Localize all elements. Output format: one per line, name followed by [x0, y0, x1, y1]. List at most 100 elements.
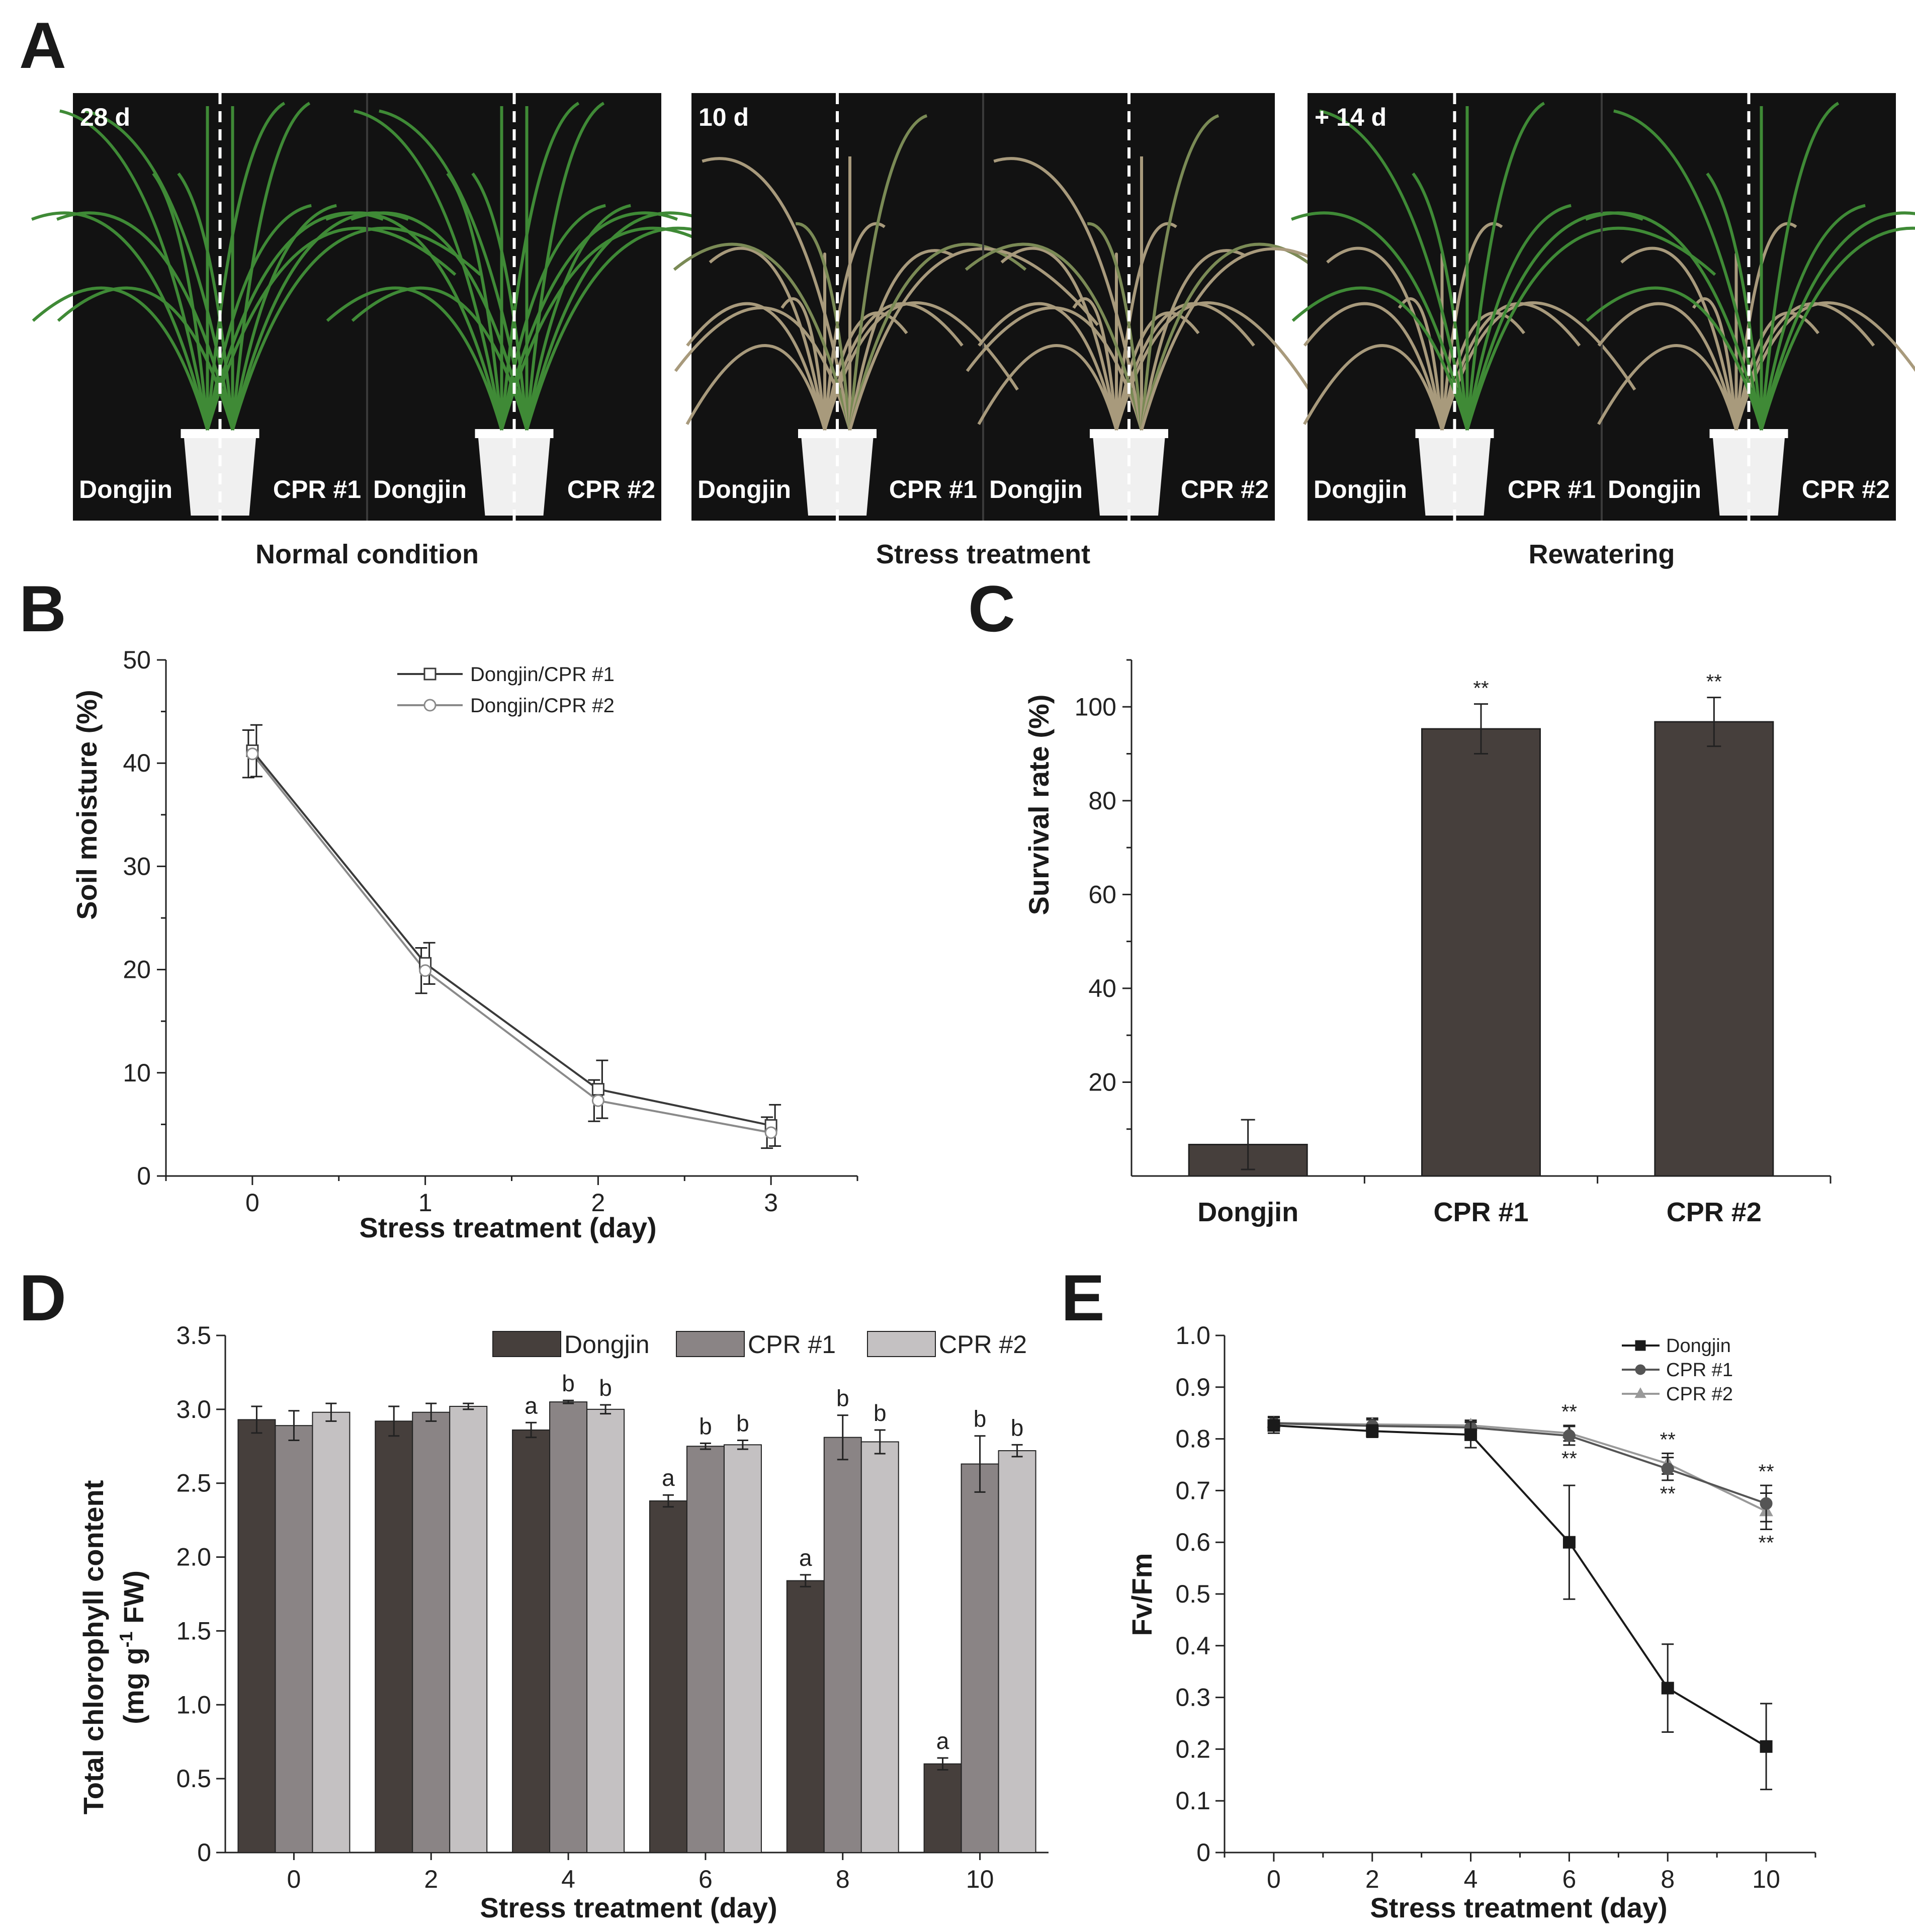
plant-leaf: [1000, 246, 1118, 431]
d-bar: [860, 1441, 899, 1854]
plant-leaf: [1140, 114, 1220, 431]
photo-label-line: CPR #2: [1802, 475, 1890, 503]
d-y-tick-label: 3.5: [176, 1321, 211, 1350]
plant-leaf: [325, 211, 503, 431]
c-bar: [1654, 721, 1774, 1177]
plant-leaf: [1140, 249, 1247, 431]
c-significance: **: [1473, 678, 1489, 700]
plant-leaf: [351, 211, 529, 431]
plant-leaf: [351, 286, 529, 431]
panel-label-c: C: [968, 572, 1015, 645]
plant-leaf: [1586, 286, 1763, 431]
photo-caption: Stress treatment: [876, 539, 1090, 569]
e-series-line: [1273, 1421, 1767, 1513]
plant-leaf: [231, 102, 311, 431]
data-point: [1635, 1340, 1646, 1351]
plant-leaf: [848, 249, 955, 431]
photo-label-wt: Dongjin: [79, 475, 172, 503]
d-legend-label: Dongjin: [564, 1330, 650, 1359]
photo-group-1: Dongjin CPR #1 Dongjin CPR #2 10 d Stress tre…: [673, 93, 1391, 569]
plant-leaf: [326, 286, 503, 431]
d-bar: [923, 1763, 962, 1854]
e-x-tick-label: 0: [1267, 1865, 1281, 1893]
d-bar: [512, 1429, 551, 1853]
plant-leaf: [1597, 344, 1738, 431]
d-legend-swatch: [867, 1331, 936, 1357]
plant-leaf: [1760, 226, 1915, 431]
d-significance-letter: a: [936, 1728, 949, 1754]
plant-leaf: [1303, 302, 1444, 431]
plant-leaf: [848, 247, 1099, 431]
e-y-tick-label: 0.9: [1175, 1373, 1210, 1401]
plant-leaf: [177, 173, 234, 431]
d-bar: [998, 1450, 1036, 1853]
d-y-tick-label: 3.0: [176, 1395, 211, 1423]
plant-leaf: [56, 211, 234, 431]
plant-leaf: [84, 109, 234, 431]
b-x-tick-label: 3: [764, 1189, 778, 1217]
d-significance-letter: b: [974, 1406, 987, 1432]
b-y-axis-label: Soil moisture (%): [71, 690, 103, 919]
d-significance-letter: a: [662, 1465, 675, 1491]
data-point: [591, 1083, 604, 1096]
d-bar: [786, 1580, 825, 1853]
plant-leaf: [1303, 344, 1444, 431]
plant-leaf: [1291, 286, 1469, 431]
e-x-axis-label: Stress treatment (day): [1370, 1892, 1667, 1923]
e-x-tick-label: 2: [1365, 1865, 1379, 1893]
data-point: [423, 699, 437, 712]
photo-group-2: Dongjin CPR #1 Dongjin CPR #2 + 14 d Rewateri…: [1291, 93, 1915, 569]
c-category-label: CPR #1: [1433, 1197, 1528, 1227]
panel-label-e: E: [1061, 1261, 1105, 1334]
d-bar: [549, 1401, 588, 1853]
d-legend-swatch: [676, 1331, 745, 1357]
e-y-tick-label: 0: [1196, 1838, 1210, 1867]
plant-leaf: [1692, 297, 1738, 431]
d-x-tick-label: 4: [561, 1865, 575, 1893]
pot-rim: [1090, 429, 1168, 438]
c-y-axis-label: Survival rate (%): [1023, 695, 1055, 915]
photo-time-label: + 14 d: [1315, 103, 1386, 131]
e-significance-below: **: [1561, 1448, 1577, 1470]
pot-rim: [1709, 429, 1788, 438]
d-significance-letter: b: [736, 1410, 749, 1437]
pot-rim: [798, 429, 877, 438]
d-x-tick-label: 8: [836, 1865, 850, 1893]
e-y-tick-label: 0.6: [1175, 1528, 1210, 1556]
data-point: [1661, 1682, 1674, 1695]
plant-leaf: [1620, 246, 1738, 431]
b-series-line: [251, 750, 771, 1127]
d-bar: [412, 1411, 451, 1853]
photo-group-0: Dongjin CPR #1 Dongjin CPR #2 28 d Normal con…: [31, 93, 776, 569]
plant-leaf: [525, 211, 703, 431]
panel-label-d: D: [19, 1261, 66, 1334]
plant-leaf: [1291, 211, 1469, 431]
d-y-tick-label: 0.5: [176, 1765, 211, 1793]
e-legend-label: Dongjin: [1666, 1335, 1731, 1357]
data-point: [1562, 1536, 1576, 1549]
d-bar: [586, 1408, 625, 1854]
c-y-tick-label: 20: [1088, 1068, 1116, 1096]
data-point: [423, 667, 437, 681]
b-y-tick-label: 50: [123, 646, 151, 674]
data-point: [1635, 1364, 1646, 1375]
d-bar: [686, 1446, 725, 1853]
b-x-tick-label: 2: [591, 1189, 605, 1217]
plant-leaf: [1465, 102, 1545, 431]
b-x-tick-label: 1: [418, 1189, 432, 1217]
photo-time-label: 28 d: [80, 103, 130, 131]
d-bar: [823, 1437, 862, 1853]
plant-leaf: [977, 344, 1118, 431]
d-legend-label: CPR #1: [748, 1330, 836, 1359]
plant-leaf: [1760, 211, 1915, 431]
d-significance-letter: a: [525, 1392, 538, 1418]
d-bar: [375, 1420, 413, 1853]
e-y-tick-label: 0.3: [1175, 1684, 1210, 1712]
photo-label-wt: Dongjin: [1608, 475, 1701, 503]
e-y-tick-label: 0.8: [1175, 1425, 1210, 1453]
b-y-tick-label: 10: [123, 1059, 151, 1087]
panel-c-survival-chart: Survival rate (%) 20 40 60 80 100 Dongjin ** CP…: [1023, 659, 1832, 1227]
b-legend-label: Dongjin/CPR #2: [470, 695, 615, 717]
d-bar: [723, 1444, 762, 1854]
data-point: [1634, 1387, 1646, 1398]
